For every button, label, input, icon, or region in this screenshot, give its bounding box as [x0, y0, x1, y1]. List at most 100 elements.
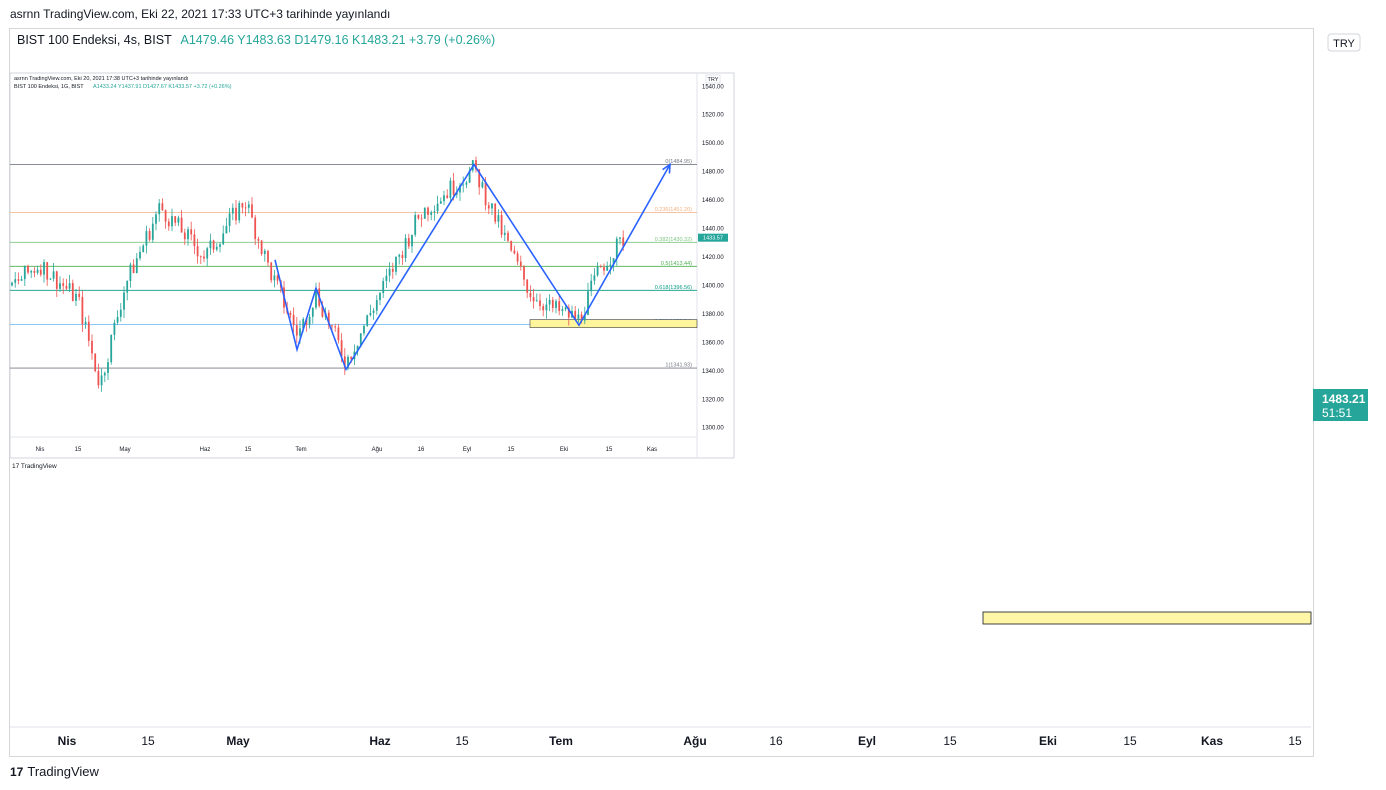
inset-candle-body — [449, 180, 452, 198]
inset-candle-body — [196, 246, 199, 257]
fib-zone-box — [982, 611, 1312, 625]
x-tick-label: Haz — [369, 734, 390, 748]
inset-chart: asrnn TradingView.com, Eki 20, 2021 17:3… — [9, 72, 735, 470]
inset-candle-body — [590, 280, 593, 292]
inset-candle-body — [382, 281, 385, 294]
inset-candle-body — [158, 203, 161, 215]
inset-candle-body — [219, 244, 221, 247]
inset-x-tick: 15 — [508, 447, 515, 453]
inset-fib-label: 0.5(1413.44) — [661, 261, 692, 267]
inset-candle-body — [609, 264, 612, 266]
symbol-legend: BIST 100 Endeksi, 4s, BIST A1479.46 Y148… — [17, 33, 495, 47]
inset-candle-body — [177, 217, 180, 223]
inset-candle-body — [487, 205, 490, 209]
inset-currency: TRY — [708, 77, 719, 83]
inset-candle-body — [145, 231, 148, 246]
inset-candle-body — [263, 250, 266, 255]
ohlc-change: +3.79 (+0.26%) — [409, 33, 496, 47]
inset-candle-body — [583, 314, 586, 321]
inset-candle-body — [519, 261, 522, 267]
inset-candle-body — [532, 297, 535, 302]
inset-candle-body — [619, 237, 621, 239]
inset-fib-label: 0(1484.95) — [665, 159, 692, 165]
inset-y-tick: 1440.00 — [702, 227, 724, 233]
x-tick-label: Eyl — [858, 734, 876, 748]
x-tick-label: 15 — [943, 734, 957, 748]
inset-candle-body — [27, 265, 29, 273]
inset-candle-body — [606, 265, 609, 271]
inset-candle-body — [135, 258, 138, 273]
inset-zigzag — [274, 163, 671, 372]
inset-candle-body — [481, 182, 484, 188]
inset-candle-body — [439, 201, 442, 204]
inset-candle-body — [267, 250, 269, 263]
inset-candle-body — [94, 353, 97, 371]
inset-candle-body — [119, 309, 122, 317]
inset-candle-body — [71, 283, 74, 301]
inset-fib-label: 1(1341.93) — [665, 363, 692, 369]
inset-candle-body — [513, 250, 516, 254]
inset-candle-body — [78, 293, 81, 297]
inset-x-tick: 15 — [606, 447, 613, 453]
inset-candle-body — [577, 314, 580, 320]
inset-candle-body — [398, 254, 401, 257]
tradingview-logo[interactable]: 17 TradingView — [10, 764, 99, 779]
inset-y-tick: 1300.00 — [702, 426, 724, 432]
inset-candle-body — [155, 214, 157, 224]
ohlc-open: A1479.46 — [180, 33, 235, 47]
inset-candle-body — [516, 253, 519, 262]
inset-candle-body — [52, 271, 55, 279]
inset-candle-body — [103, 372, 106, 376]
inset-price-badge — [698, 233, 728, 242]
x-tick-label: Tem — [549, 734, 573, 748]
inset-candle-body — [65, 285, 68, 289]
inset-candle-body — [289, 312, 292, 315]
inset-candle-body — [465, 182, 468, 185]
inset-candle-body — [372, 310, 375, 313]
inset-candle-body — [75, 293, 77, 301]
inset-candle-body — [462, 184, 465, 186]
inset-y-tick: 1540.00 — [702, 84, 724, 90]
currency-button[interactable]: TRY — [1327, 33, 1361, 52]
inset-candle-body — [411, 234, 413, 247]
inset-candle-body — [238, 203, 241, 221]
inset-candle-body — [564, 307, 567, 310]
inset-x-tick: 15 — [75, 447, 82, 453]
inset-candle-body — [113, 322, 116, 335]
inset-candle-body — [507, 232, 509, 241]
inset-candle-body — [251, 204, 253, 218]
inset-y-tick: 1340.00 — [702, 369, 724, 375]
inset-candle-body — [55, 271, 58, 289]
inset-candle-body — [561, 309, 564, 311]
inset-candle-body — [599, 266, 602, 268]
inset-y-tick: 1400.00 — [702, 283, 724, 289]
inset-candle-body — [62, 283, 65, 286]
inset-candle-body — [91, 340, 93, 354]
price-badge-bg — [1313, 389, 1368, 421]
inset-candle-body — [23, 265, 26, 280]
inset-fib-label: 0.236(1451.20) — [655, 207, 692, 213]
x-tick-label: Eki — [1039, 734, 1057, 748]
inset-y-tick: 1500.00 — [702, 141, 724, 147]
inset-candle-body — [603, 267, 605, 271]
inset-candle-body — [260, 240, 263, 255]
inset-candle-body — [555, 301, 557, 308]
inset-candle-body — [503, 232, 506, 235]
inset-candle-body — [510, 240, 513, 251]
inset-candle-body — [39, 269, 42, 275]
inset-x-tick: Tem — [295, 447, 306, 453]
inset-candle-body — [311, 307, 314, 317]
inset-candle-body — [116, 316, 119, 323]
inset-x-tick: Eyl — [463, 447, 471, 453]
inset-candle-body — [436, 203, 439, 212]
inset-candle-body — [14, 279, 17, 283]
inset-currency-bg — [705, 74, 721, 84]
inset-candle-body — [33, 271, 36, 273]
inset-candle-body — [126, 280, 129, 293]
inset-candle-body — [433, 211, 436, 213]
inset-candle-body — [529, 292, 532, 298]
symbol-name[interactable]: BIST 100 Endeksi, 4s, BIST — [17, 33, 172, 47]
inset-y-tick: 1420.00 — [702, 255, 724, 261]
published-caption: asrnn TradingView.com, Eki 22, 2021 17:3… — [10, 7, 391, 21]
